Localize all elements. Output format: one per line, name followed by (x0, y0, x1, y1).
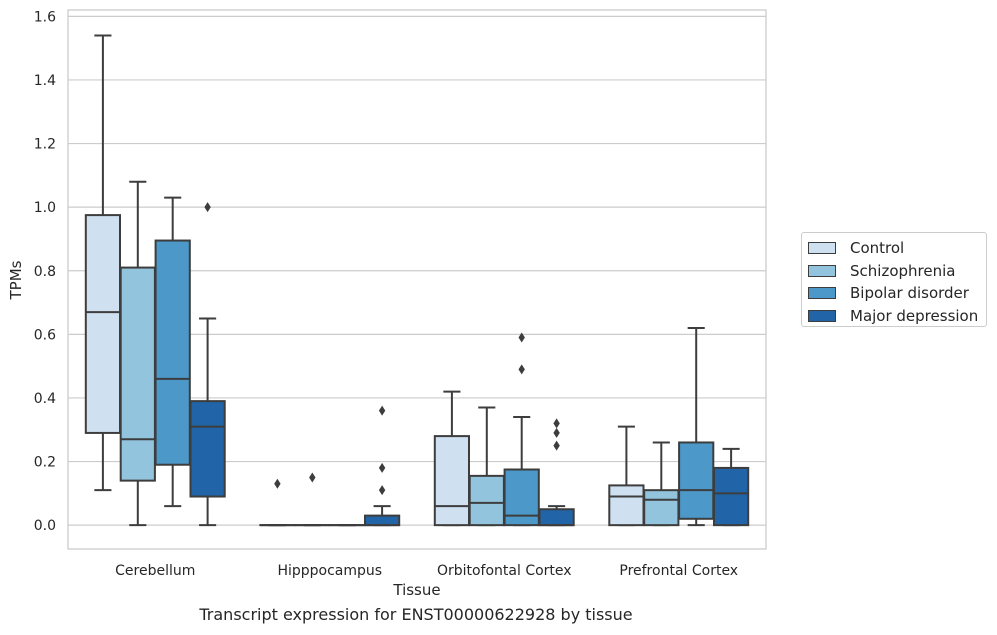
outlier-point (378, 485, 386, 496)
outlier-point (309, 472, 316, 483)
box-iqr (643, 489, 680, 527)
legend-label-schizophrenia: Schizophrenia (850, 261, 956, 280)
box-group (712, 447, 750, 527)
box-group (468, 406, 505, 527)
legend-label-major-depression: Major depression (850, 306, 979, 325)
outlier-point (274, 478, 281, 489)
box-iqr (433, 435, 471, 527)
outlier-point (378, 462, 386, 473)
box-series (84, 34, 750, 527)
legend-swatch-major-depression (808, 309, 836, 322)
y-tick-label: 0.8 (34, 264, 56, 280)
box-group (433, 390, 471, 527)
outlier-point (378, 405, 386, 416)
box-group (643, 441, 680, 527)
y-tick-label: 1.2 (34, 137, 56, 153)
box-iqr (538, 508, 575, 527)
y-tick-label: 1.6 (34, 9, 56, 25)
y-tick-label: 0.2 (34, 455, 56, 471)
x-axis-label: Tissue (392, 581, 440, 599)
outlier-point (518, 364, 525, 375)
x-tick-labels: Cerebellum Hipppocampus Orbitofontal Corte… (115, 563, 738, 579)
x-tick-label: Prefrontal Cortex (619, 563, 738, 579)
box-iqr (119, 266, 156, 482)
x-tick-label: Orbitofontal Cortex (437, 563, 572, 579)
legend-label-control: Control (850, 239, 905, 258)
legend-item-bipolar-disorder: Bipolar disorder (808, 282, 986, 305)
box-group (84, 34, 122, 492)
x-tick-label: Hipppocampus (277, 563, 382, 579)
box-iqr (468, 474, 505, 527)
y-tick-label: 0.0 (34, 518, 56, 534)
box-iqr (363, 514, 401, 527)
legend-item-major-depression: Major depression (808, 305, 986, 328)
box-group (189, 202, 226, 527)
y-axis-label: TPMs (7, 260, 25, 300)
box-group (363, 405, 401, 527)
plot-frame (67, 9, 767, 550)
legend-swatch-control (808, 242, 836, 255)
box-iqr (503, 468, 540, 527)
box-group (678, 326, 715, 527)
box-group (503, 332, 540, 527)
y-tick-label: 0.4 (34, 391, 56, 407)
box-iqr (678, 441, 715, 520)
box-group (154, 196, 191, 508)
outlier-point (553, 440, 560, 451)
box-iqr (608, 484, 645, 527)
outlier-point (553, 427, 560, 438)
y-tick-label: 0.6 (34, 327, 56, 343)
legend-item-schizophrenia: Schizophrenia (808, 260, 986, 283)
x-tick-label: Cerebellum (115, 563, 195, 579)
box-iqr (84, 214, 122, 434)
chart-caption: Transcript expression for ENST0000062292… (199, 605, 633, 624)
box-group (119, 180, 156, 527)
outlier-point (204, 202, 211, 213)
y-tick-labels: 0.0 0.2 0.4 0.6 0.8 1.0 1.2 1.4 1.6 (34, 9, 56, 534)
box-group (538, 418, 575, 527)
legend-swatch-schizophrenia (808, 264, 836, 277)
box-iqr (712, 466, 750, 527)
box-iqr (189, 400, 226, 498)
outlier-point (553, 418, 560, 429)
legend-label-bipolar-disorder: Bipolar disorder (850, 284, 969, 303)
outlier-point (518, 332, 525, 343)
legend-swatch-bipolar-disorder (808, 287, 836, 300)
y-tick-label: 1.0 (34, 200, 56, 216)
legend: Control Schizophrenia Bipolar disorder M… (801, 232, 987, 327)
legend-item-control: Control (808, 237, 986, 260)
y-tick-label: 1.4 (34, 73, 56, 89)
box-iqr (154, 239, 191, 466)
